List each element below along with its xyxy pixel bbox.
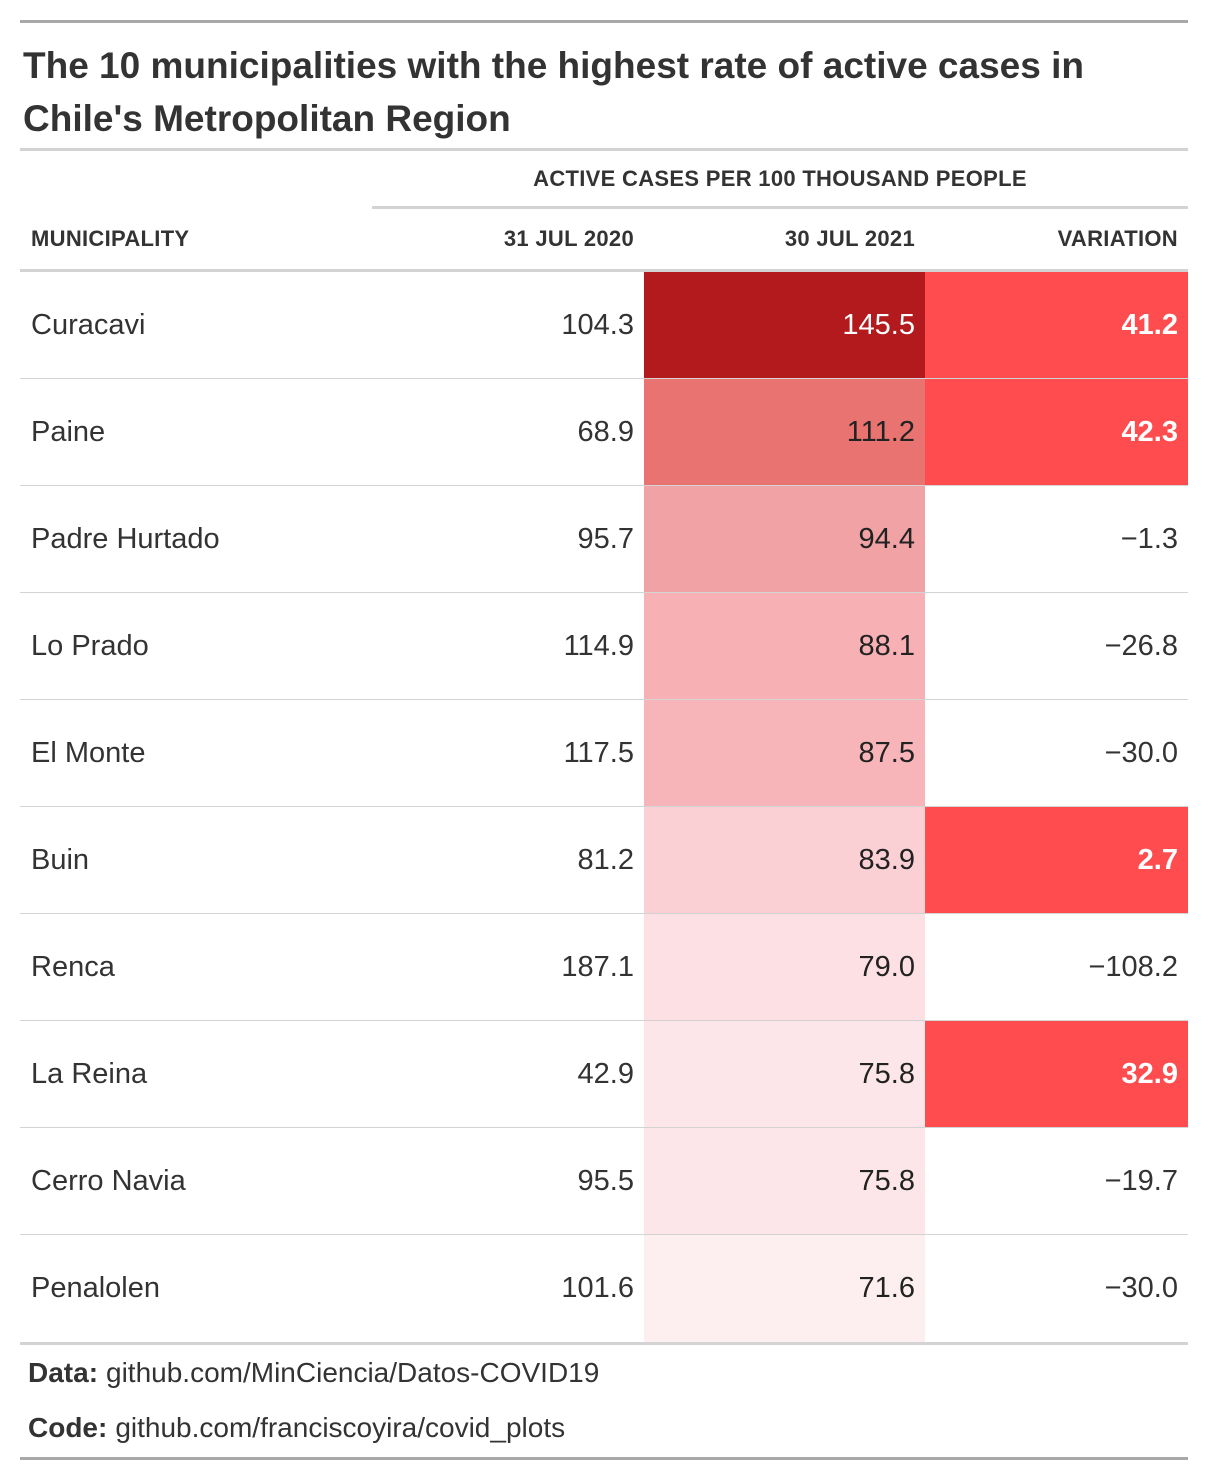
spanner-label: ACTIVE CASES PER 100 THOUSAND PEOPLE	[372, 151, 1188, 209]
column-header-2021: 30 JUL 2021	[784, 226, 915, 251]
table-row: Padre Hurtado 95.7 94.4 −1.3	[20, 486, 1188, 593]
table-title: The 10 municipalities with the highest r…	[23, 45, 1084, 139]
value-2020-cell: 187.1	[561, 950, 634, 983]
data-source-value: github.com/MinCiencia/Datos-COVID19	[106, 1356, 600, 1388]
value-2020-cell: 42.9	[577, 1057, 634, 1090]
table-row: El Monte 117.5 87.5 −30.0	[20, 700, 1188, 807]
value-2021-cell: 87.5	[644, 700, 925, 806]
code-source-line: Code: github.com/franciscoyira/covid_plo…	[28, 1400, 1188, 1455]
municipality-cell: Penalolen	[31, 1272, 160, 1304]
value-2020-cell: 104.3	[561, 308, 634, 341]
variation-cell: 2.7	[925, 807, 1188, 913]
value-2021-cell: 111.2	[644, 379, 925, 485]
table-row: Renca 187.1 79.0 −108.2	[20, 914, 1188, 1021]
municipality-cell: La Reina	[31, 1057, 148, 1090]
value-2021-cell: 79.0	[644, 914, 925, 1020]
municipality-cell: Paine	[31, 415, 106, 448]
municipality-cell: Renca	[31, 950, 115, 983]
column-header-2020: 31 JUL 2020	[503, 226, 634, 251]
table-body: Curacavi 104.3 145.5 41.2 Paine 68.9 111.2 42.3…	[20, 272, 1188, 1342]
value-2020-cell: 117.5	[563, 736, 634, 769]
table-row: Curacavi 104.3 145.5 41.2	[20, 272, 1188, 379]
value-2020-cell: 81.2	[577, 843, 634, 876]
variation-cell: −1.3	[1120, 522, 1178, 555]
table-row: La Reina 42.9 75.8 32.9	[20, 1021, 1188, 1128]
value-2021-cell: 83.9	[644, 807, 925, 913]
title-rule	[20, 148, 1188, 151]
municipality-cell: Cerro Navia	[31, 1164, 186, 1197]
value-2020-cell: 114.9	[563, 629, 634, 662]
value-2021-cell: 145.5	[644, 272, 925, 378]
variation-cell: 42.3	[925, 379, 1188, 485]
data-source-line: Data: github.com/MinCiencia/Datos-COVID1…	[28, 1345, 1188, 1400]
value-2021-cell: 94.4	[644, 486, 925, 592]
code-source-value: github.com/franciscoyira/covid_plots	[115, 1411, 566, 1443]
spanner-row: ACTIVE CASES PER 100 THOUSAND PEOPLE	[20, 151, 1188, 209]
value-2020-cell: 95.5	[577, 1164, 634, 1197]
column-header-row: MUNICIPALITY 31 JUL 2020 30 JUL 2021 VAR…	[20, 209, 1188, 272]
column-header-municipality: MUNICIPALITY	[31, 226, 190, 251]
variation-cell: 41.2	[925, 272, 1188, 378]
municipality-cell: Buin	[31, 843, 90, 876]
variation-cell: −108.2	[1088, 950, 1178, 983]
value-2021-cell: 75.8	[644, 1021, 925, 1127]
value-2021-cell: 88.1	[644, 593, 925, 699]
code-source-label: Code:	[28, 1411, 108, 1443]
variation-cell: −30.0	[1104, 1272, 1178, 1304]
table-row: Buin 81.2 83.9 2.7	[20, 807, 1188, 914]
value-2021-cell: 71.6	[644, 1235, 925, 1342]
top-rule	[20, 20, 1188, 23]
value-2021-cell: 75.8	[644, 1128, 925, 1234]
table-row: Paine 68.9 111.2 42.3	[20, 379, 1188, 486]
end-rule	[20, 1457, 1188, 1460]
value-2020-cell: 68.9	[577, 415, 634, 448]
value-2020-cell: 95.7	[577, 522, 634, 555]
variation-cell: −19.7	[1104, 1164, 1178, 1197]
table-row: Penalolen 101.6 71.6 −30.0	[20, 1235, 1188, 1342]
variation-cell: −26.8	[1104, 629, 1178, 662]
variation-cell: −30.0	[1104, 736, 1178, 769]
municipality-cell: Lo Prado	[31, 629, 149, 662]
municipality-cell: Padre Hurtado	[31, 522, 220, 555]
municipality-cell: Curacavi	[31, 308, 146, 341]
table-row: Lo Prado 114.9 88.1 −26.8	[20, 593, 1188, 700]
data-source-label: Data:	[28, 1356, 99, 1388]
column-header-variation: VARIATION	[1057, 226, 1178, 251]
table-figure: The 10 municipalities with the highest r…	[20, 20, 1188, 1460]
variation-cell: 32.9	[925, 1021, 1188, 1127]
bottom-rule	[20, 1342, 1188, 1345]
municipality-cell: El Monte	[31, 736, 146, 769]
table-row: Cerro Navia 95.5 75.8 −19.7	[20, 1128, 1188, 1235]
value-2020-cell: 101.6	[561, 1272, 634, 1304]
source-footer: Data: github.com/MinCiencia/Datos-COVID1…	[20, 1345, 1188, 1455]
